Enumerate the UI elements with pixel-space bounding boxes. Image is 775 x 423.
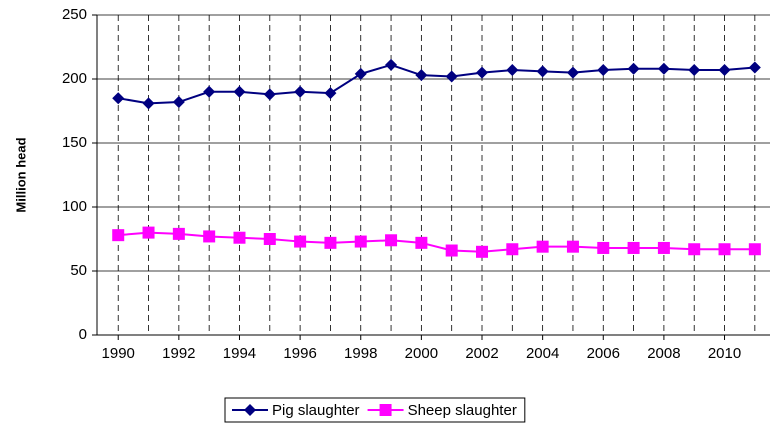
y-axis-label: Million head xyxy=(13,137,28,212)
y-tick-label: 50 xyxy=(70,262,87,279)
marker xyxy=(566,66,579,79)
marker xyxy=(112,229,125,242)
marker xyxy=(718,64,731,77)
marker xyxy=(506,243,519,256)
marker xyxy=(203,85,216,98)
marker xyxy=(294,85,307,98)
marker xyxy=(142,226,155,239)
marker xyxy=(536,65,549,78)
marker xyxy=(506,64,519,77)
y-tick-label: 250 xyxy=(62,6,87,23)
x-tick-label: 2000 xyxy=(405,345,438,362)
y-tick-label: 200 xyxy=(62,70,87,87)
marker xyxy=(324,236,337,249)
marker xyxy=(263,88,276,101)
marker xyxy=(566,240,579,253)
marker xyxy=(354,235,367,248)
marker xyxy=(476,245,489,258)
legend-label: Sheep slaughter xyxy=(408,402,517,419)
x-tick-label: 1992 xyxy=(162,345,195,362)
marker xyxy=(172,227,185,240)
marker xyxy=(597,241,610,254)
marker xyxy=(748,61,761,74)
legend-marker xyxy=(379,404,392,416)
marker xyxy=(415,236,428,249)
x-tick-label: 1998 xyxy=(344,345,377,362)
y-tick-label: 150 xyxy=(62,134,87,151)
marker xyxy=(597,64,610,77)
marker xyxy=(294,235,307,248)
marker xyxy=(627,62,640,75)
x-tick-label: 2008 xyxy=(647,345,680,362)
series-line xyxy=(118,231,755,253)
marker xyxy=(657,241,670,254)
marker xyxy=(354,67,367,80)
marker xyxy=(263,233,276,245)
x-tick-label: 1994 xyxy=(223,345,256,362)
series-line xyxy=(118,63,755,105)
marker xyxy=(233,85,246,98)
x-tick-label: 1990 xyxy=(102,345,135,362)
legend: Pig slaughter Sheep slaughter xyxy=(224,397,526,423)
marker xyxy=(142,97,155,110)
marker xyxy=(385,234,398,247)
marker xyxy=(324,87,337,100)
marker xyxy=(627,241,640,254)
marker xyxy=(688,243,701,256)
marker xyxy=(445,70,458,83)
legend-marker xyxy=(244,404,256,416)
y-tick-label: 0 xyxy=(79,326,87,343)
marker xyxy=(172,96,185,109)
marker xyxy=(203,230,216,243)
x-tick-label: 2002 xyxy=(465,345,498,362)
marker xyxy=(536,240,549,253)
x-tick-label: 2010 xyxy=(708,345,741,362)
legend-label: Pig slaughter xyxy=(272,402,360,419)
marker xyxy=(718,243,731,256)
x-tick-label: 1996 xyxy=(283,345,316,362)
marker xyxy=(688,64,701,77)
marker xyxy=(233,231,246,244)
x-tick-label: 2006 xyxy=(587,345,620,362)
marker xyxy=(476,66,489,79)
marker xyxy=(385,58,398,71)
marker xyxy=(748,243,761,256)
marker xyxy=(657,62,670,75)
marker xyxy=(415,69,428,82)
marker xyxy=(112,92,125,105)
y-tick-label: 100 xyxy=(62,198,87,215)
marker xyxy=(445,244,458,257)
x-tick-label: 2004 xyxy=(526,345,559,362)
